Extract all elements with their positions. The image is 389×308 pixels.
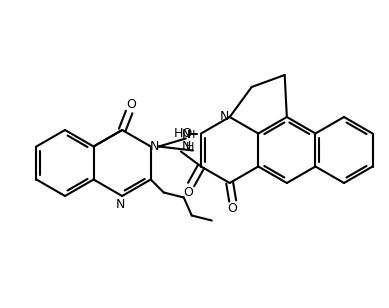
Text: N: N bbox=[220, 111, 230, 124]
Text: N: N bbox=[116, 197, 125, 210]
Text: H: H bbox=[187, 129, 195, 140]
Text: O: O bbox=[126, 99, 136, 111]
Text: O: O bbox=[228, 202, 238, 216]
Text: HO: HO bbox=[173, 127, 193, 140]
Text: O: O bbox=[183, 186, 193, 199]
Text: H: H bbox=[186, 141, 194, 152]
Text: N: N bbox=[182, 128, 191, 141]
Text: N: N bbox=[182, 140, 191, 153]
Text: N: N bbox=[150, 140, 159, 153]
